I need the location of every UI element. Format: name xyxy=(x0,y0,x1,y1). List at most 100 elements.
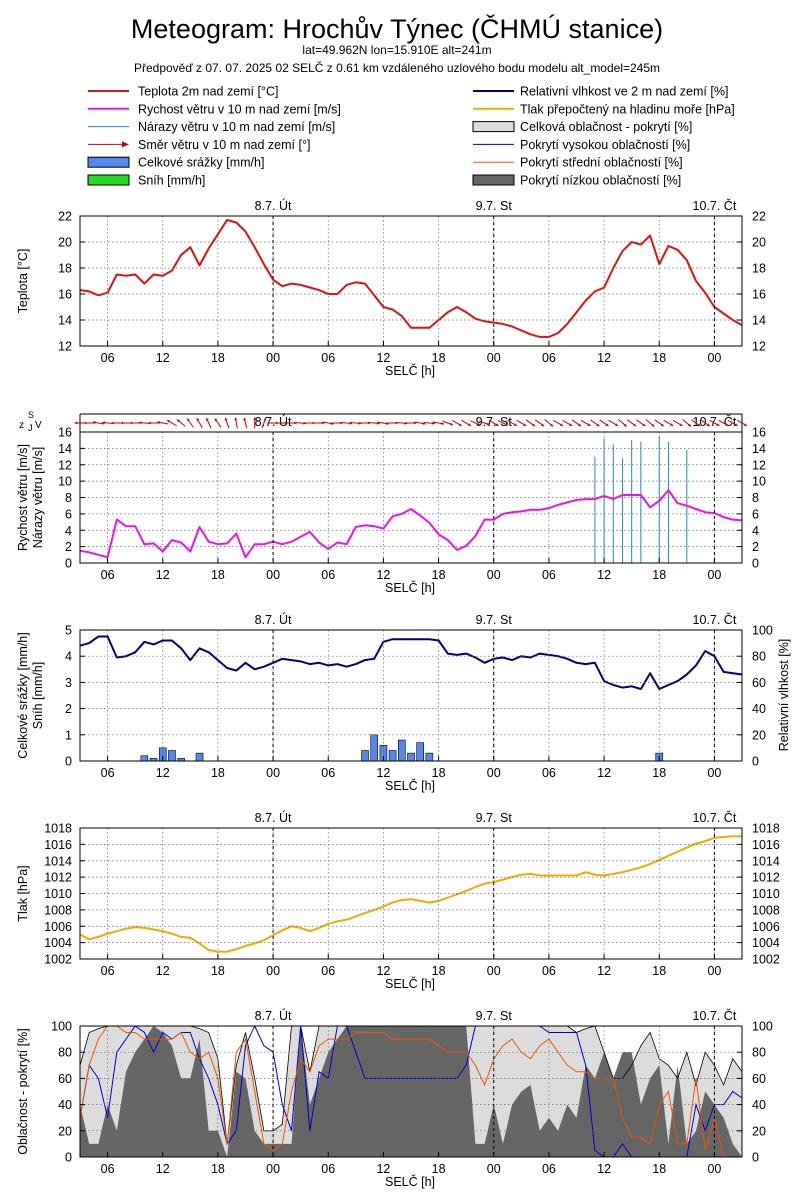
tick-label-right: 16 xyxy=(752,426,766,440)
humidity-line xyxy=(79,635,743,690)
legend-left-5-swatch xyxy=(87,174,130,186)
coordinates: lat=49.962N lon=15.910E alt=241m xyxy=(302,43,491,57)
tick-label-x: 12 xyxy=(376,351,390,365)
tick-label-left: 16 xyxy=(58,288,72,302)
tick-label-left: 80 xyxy=(58,1046,72,1060)
wind-arrowhead-1 xyxy=(83,421,87,425)
tick-label-left: 20 xyxy=(58,236,72,250)
wind-arrowhead-15 xyxy=(214,418,218,422)
tick-label-right: 22 xyxy=(752,210,766,224)
rh-tick-label: 80 xyxy=(752,650,766,664)
wind-speed-line xyxy=(79,489,743,559)
precip-bar-11 xyxy=(407,752,415,762)
tick-label-x: 06 xyxy=(542,568,556,582)
tick-label-left: 6 xyxy=(65,507,72,521)
tick-label-left: 14 xyxy=(58,314,72,328)
plot-area xyxy=(80,630,742,761)
wind-arrowhead-12 xyxy=(187,418,190,422)
precip-bar-6 xyxy=(361,750,369,762)
rh-tick-label: 40 xyxy=(752,702,766,716)
wind-arrowhead-62 xyxy=(651,423,655,427)
tick-label-right: 1016 xyxy=(752,838,780,852)
tick-label-x: 00 xyxy=(266,766,280,780)
tick-label-right: 16 xyxy=(752,288,766,302)
wind-arrowhead-53 xyxy=(569,423,573,426)
tick-label-left: 4 xyxy=(65,524,72,538)
day-label: 8.7. Út xyxy=(255,414,292,429)
plot-frame xyxy=(79,215,743,347)
legend-left-4-swatch xyxy=(87,156,130,168)
temperature-line xyxy=(79,218,743,338)
tick-label-x: 18 xyxy=(432,1162,446,1176)
tick-label-right: 60 xyxy=(752,1072,766,1086)
wind-arrowhead-17 xyxy=(234,417,238,421)
tick-label-left: 10 xyxy=(58,475,72,489)
grid: 1002 1002 1004 1004 1006 1006 1008 1008 1010 1010… xyxy=(44,822,780,979)
precip-bar-0 xyxy=(140,755,149,762)
tick-label-x: 06 xyxy=(321,351,335,365)
wind-arrowhead-38 xyxy=(432,421,435,425)
tick-label-x: 18 xyxy=(211,964,225,978)
tick-label-right: 1010 xyxy=(752,887,780,901)
wind-arrowhead-14 xyxy=(206,418,209,421)
wind-arrowhead-46 xyxy=(504,422,508,426)
precip-bar-12 xyxy=(416,742,424,762)
legend-right-0-label: Relativní vlhkost ve 2 m nad zemí [%] xyxy=(520,85,728,99)
tick-label-x: 06 xyxy=(542,964,556,978)
tick-label-x: 12 xyxy=(597,351,611,365)
tick-label-x: 18 xyxy=(211,351,225,365)
wind-arrowhead-39 xyxy=(441,422,444,425)
day-label: 10.7. Čt xyxy=(693,198,737,213)
tick-label-x: 18 xyxy=(432,351,446,365)
tick-label-x: 00 xyxy=(707,351,721,365)
plot-frame xyxy=(79,1025,743,1158)
plot-frame xyxy=(79,629,743,762)
wind-arrowhead-2 xyxy=(93,421,96,424)
tick-label-x: 18 xyxy=(432,766,446,780)
day-label: 9.7. St xyxy=(476,811,513,825)
tick-label-left: 1004 xyxy=(44,936,72,950)
wind-arrowhead-47 xyxy=(513,423,517,426)
tick-label-right: 1012 xyxy=(752,871,780,885)
tick-label-x: 06 xyxy=(101,766,115,780)
tick-label-x: 06 xyxy=(321,964,335,978)
wind-arrowhead-45 xyxy=(495,423,499,426)
wind-arrowhead-37 xyxy=(422,422,426,425)
tick-label-left: 1014 xyxy=(44,854,72,868)
tick-label-right: 4 xyxy=(752,524,759,538)
y-axis-label: Oblačnost - pokrytí [%] xyxy=(16,1028,30,1154)
tick-label-left: 0 xyxy=(65,557,72,571)
wind-arrowhead-8 xyxy=(148,421,151,425)
wind-arrowhead-56 xyxy=(596,423,600,427)
chart-title: Meteogram: Hrochův Týnec (ČHMÚ stanice) xyxy=(131,13,663,44)
plot-area xyxy=(80,828,742,959)
tick-label-x: 00 xyxy=(707,1162,721,1176)
rh-axis-label: Relativní vlhkost [%] xyxy=(777,639,791,752)
legend-right-1-label: Tlak přepočtený na hladinu moře [hPa] xyxy=(520,102,735,116)
tick-label-right: 18 xyxy=(752,262,766,276)
tick-label-x: 06 xyxy=(101,1162,115,1176)
tick-label-x: 12 xyxy=(376,964,390,978)
tick-label-x: 00 xyxy=(266,568,280,582)
x-axis-label: SELČ [h] xyxy=(385,363,435,378)
plot-content xyxy=(79,835,742,953)
tick-label-x: 12 xyxy=(376,766,390,780)
tick-label-x: 06 xyxy=(542,351,556,365)
tick-label-x: 12 xyxy=(156,568,170,582)
tick-label-x: 00 xyxy=(266,1162,280,1176)
tick-label-right: 1014 xyxy=(752,854,780,868)
legend-right-3-label: Pokrytí vysokou oblačností [%] xyxy=(520,138,690,152)
tick-label-x: 18 xyxy=(652,766,666,780)
legend-right-5-swatch xyxy=(472,174,515,186)
wind-arrowhead-64 xyxy=(670,423,674,426)
tick-label-x: 12 xyxy=(597,1162,611,1176)
legend: Teplota 2m nad zemí [°C] Rychost větru v … xyxy=(87,85,735,188)
wind-arrowhead-41 xyxy=(458,423,462,426)
day-label: 9.7. St xyxy=(476,613,513,627)
tick-label-left: 22 xyxy=(58,210,72,224)
